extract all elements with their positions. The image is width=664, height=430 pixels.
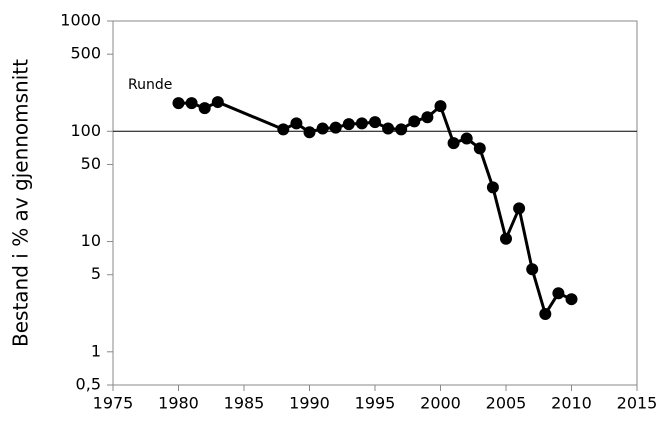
- data-point: [369, 116, 381, 129]
- y-tick-label: 50: [81, 154, 101, 173]
- x-tick-label: 2015: [617, 394, 658, 413]
- data-point: [198, 102, 211, 115]
- x-tick-label: 1985: [224, 394, 265, 413]
- data-point: [342, 118, 355, 131]
- x-tick-label: 1995: [355, 394, 396, 413]
- data-point: [172, 97, 185, 110]
- data-point: [408, 115, 421, 128]
- x-tick-label: 1975: [93, 394, 134, 413]
- y-tick-label: 1000: [60, 11, 101, 30]
- data-point: [290, 117, 303, 130]
- data-point: [500, 232, 512, 245]
- plot-frame: [112, 20, 638, 386]
- y-tick-label: 0,5: [76, 375, 101, 394]
- data-point: [486, 181, 499, 194]
- data-point: [316, 122, 329, 135]
- data-point: [552, 287, 565, 300]
- data-point: [277, 123, 290, 136]
- data-point: [539, 308, 552, 321]
- data-point: [421, 111, 434, 124]
- data-point: [513, 202, 526, 215]
- data-point: [460, 132, 473, 145]
- y-axis-label: Bestand i % av gjennomsnitt: [9, 59, 33, 347]
- y-tick-label: 500: [70, 44, 101, 63]
- data-point: [303, 126, 316, 139]
- x-tick-label: 2010: [551, 394, 592, 413]
- y-tick-label: 100: [70, 121, 101, 140]
- y-tick-label: 10: [81, 231, 101, 250]
- data-point: [447, 137, 460, 150]
- x-tick-label: 2000: [420, 394, 461, 413]
- y-tick-label: 5: [91, 264, 101, 283]
- data-point: [565, 293, 578, 306]
- data-point: [355, 117, 368, 130]
- data-point: [329, 121, 342, 134]
- data-point: [526, 263, 539, 276]
- data-point: [185, 97, 198, 110]
- annotation: Runde: [128, 77, 172, 93]
- x-tick-label: 1980: [158, 394, 199, 413]
- data-point: [211, 96, 224, 109]
- data-point: [473, 142, 486, 155]
- x-tick-label: 1990: [289, 394, 330, 413]
- data-point: [434, 100, 447, 113]
- data-point: [395, 123, 408, 136]
- y-tick-label: 1: [91, 341, 101, 360]
- data-point: [382, 122, 395, 135]
- x-tick-label: 2005: [486, 394, 527, 413]
- series-line: [178, 100, 573, 318]
